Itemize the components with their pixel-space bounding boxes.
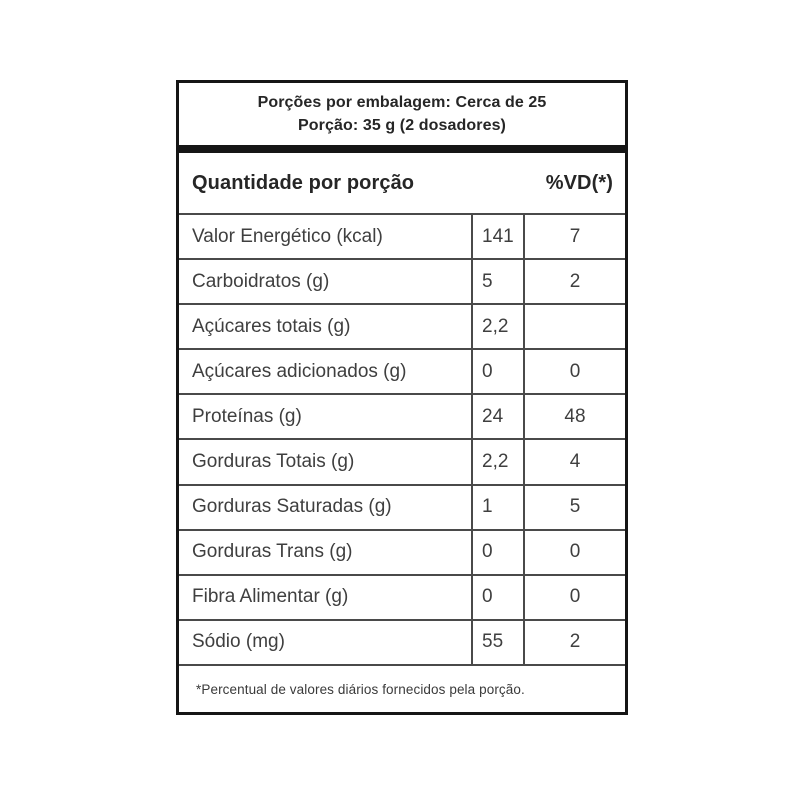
table-row: Fibra Alimentar (g) 0 0 xyxy=(179,575,625,621)
nutrient-name: Gorduras Saturadas (g) xyxy=(192,496,392,518)
vd-column-header: %VD(*) xyxy=(545,171,613,194)
nutrient-amount: 55 xyxy=(471,620,523,664)
table-row: Açúcares totais (g) 2,2 xyxy=(179,305,625,351)
servings-per-package-text: Porções por embalagem: Cerca de 25 xyxy=(257,94,547,111)
nutrient-name: Sódio (mg) xyxy=(192,631,285,653)
nutrient-vd-percent: 2 xyxy=(523,260,625,304)
nutrient-name: Valor Energético (kcal) xyxy=(192,225,383,247)
footnote-row: *Percentual de valores diários fornecido… xyxy=(179,666,625,712)
table-row: Gorduras Saturadas (g) 1 5 xyxy=(179,485,625,531)
nutrient-vd-percent: 48 xyxy=(523,395,625,439)
nutrient-amount: 141 xyxy=(471,215,523,259)
nutrient-name: Gorduras Trans (g) xyxy=(192,541,353,563)
nutrient-amount: 0 xyxy=(471,350,523,394)
column-header-row: Quantidade por porção %VD(*) xyxy=(179,153,625,215)
nutrient-amount: 24 xyxy=(471,395,523,439)
nutrition-label-table: Porções por embalagem: Cerca de 25 Porçã… xyxy=(176,80,628,715)
nutrient-vd-percent: 0 xyxy=(523,575,625,619)
nutrient-name: Açúcares adicionados (g) xyxy=(192,360,407,382)
servings-header: Porções por embalagem: Cerca de 25 Porçã… xyxy=(179,83,625,145)
nutrient-amount: 2,2 xyxy=(471,440,523,484)
table-row: Valor Energético (kcal) 141 7 xyxy=(179,215,625,261)
table-row: Carboidratos (g) 5 2 xyxy=(179,260,625,306)
footnote-text: *Percentual de valores diários fornecido… xyxy=(196,681,525,697)
nutrient-name: Carboidratos (g) xyxy=(192,270,330,292)
nutrient-vd-percent: 4 xyxy=(523,440,625,484)
nutrient-vd-percent: 2 xyxy=(523,620,625,664)
nutrient-amount: 2,2 xyxy=(471,305,523,349)
nutrient-name: Açúcares totais (g) xyxy=(192,315,351,337)
nutrient-amount: 0 xyxy=(471,530,523,574)
nutrient-name: Gorduras Totais (g) xyxy=(192,451,355,473)
table-row: Sódio (mg) 55 2 xyxy=(179,620,625,666)
thick-divider-bar xyxy=(179,145,625,153)
nutrient-vd-percent: 7 xyxy=(523,215,625,259)
table-row: Gorduras Totais (g) 2,2 4 xyxy=(179,440,625,486)
nutrient-amount: 0 xyxy=(471,575,523,619)
serving-size-text: Porção: 35 g (2 dosadores) xyxy=(298,117,506,134)
quantity-column-header: Quantidade por porção xyxy=(192,171,415,194)
nutrient-name: Fibra Alimentar (g) xyxy=(192,586,349,608)
nutrient-vd-percent: 0 xyxy=(523,530,625,574)
nutrient-vd-percent: 0 xyxy=(523,350,625,394)
nutrient-vd-percent: 5 xyxy=(523,485,625,529)
nutrient-vd-percent xyxy=(523,305,625,349)
nutrient-amount: 1 xyxy=(471,485,523,529)
nutrient-amount: 5 xyxy=(471,260,523,304)
table-row: Proteínas (g) 24 48 xyxy=(179,395,625,441)
table-row: Açúcares adicionados (g) 0 0 xyxy=(179,350,625,396)
nutrient-name: Proteínas (g) xyxy=(192,405,302,427)
table-row: Gorduras Trans (g) 0 0 xyxy=(179,530,625,576)
nutrient-rows: Valor Energético (kcal) 141 7 Carboidrat… xyxy=(179,215,625,666)
